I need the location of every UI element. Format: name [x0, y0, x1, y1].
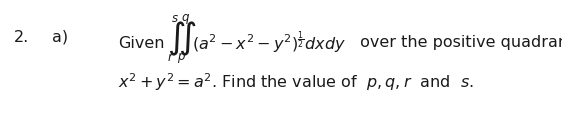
Text: a): a): [52, 29, 68, 44]
Text: over the positive quadrant of the circle: over the positive quadrant of the circle: [355, 35, 562, 50]
Text: Given: Given: [118, 35, 165, 50]
Text: $\int$: $\int$: [178, 20, 196, 58]
Text: $q$: $q$: [181, 12, 190, 26]
Text: $s$: $s$: [171, 12, 179, 25]
Text: $(a^2 - x^2 - y^2)^{\frac{1}{2}}dxdy$: $(a^2 - x^2 - y^2)^{\frac{1}{2}}dxdy$: [192, 30, 346, 56]
Text: $r$: $r$: [167, 51, 174, 64]
Text: 2.: 2.: [14, 29, 29, 44]
Text: $x^2 + y^2 = a^2$. Find the value of  $p, q, r$  and  $s$.: $x^2 + y^2 = a^2$. Find the value of $p,…: [118, 71, 474, 92]
Text: $p$: $p$: [177, 51, 186, 64]
Text: $\int$: $\int$: [167, 20, 185, 58]
